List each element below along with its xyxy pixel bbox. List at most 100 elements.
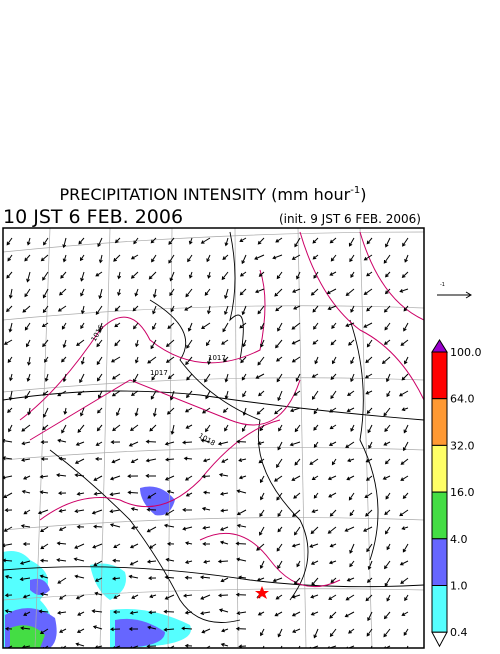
wind-arrow: [345, 322, 355, 328]
wind-arrow: [329, 424, 337, 430]
wind-arrow: [23, 611, 31, 616]
wind-arrow: [346, 475, 355, 481]
wind-arrow: [40, 526, 49, 533]
wind-arrow: [185, 356, 193, 366]
wind-arrow: [259, 424, 265, 432]
wind-arrow: [366, 305, 373, 312]
wind-arrow: [58, 508, 67, 513]
wind-arrow: [347, 390, 355, 396]
wind-arrow: [327, 305, 337, 311]
wind-arrow: [130, 507, 139, 511]
wind-arrow: [402, 543, 409, 553]
graticule: [3, 228, 424, 648]
colorbar-label: 16.0: [450, 486, 475, 499]
wind-arrow: [311, 577, 319, 586]
wind-arrow: [96, 424, 103, 432]
wind-arrow: [186, 339, 193, 349]
wind-arrow: [344, 526, 355, 532]
wind-arrow: [385, 492, 391, 500]
wind-arrow: [384, 424, 391, 433]
wind-arrow: [61, 322, 67, 330]
wind-arrow: [4, 645, 13, 648]
wind-arrow: [257, 305, 265, 315]
wind-arrow: [400, 475, 409, 481]
wind-arrow: [166, 541, 175, 546]
wind-arrow: [236, 611, 247, 615]
wind-arrow: [75, 594, 85, 600]
wind-arrow: [78, 237, 85, 245]
wind-arrow: [163, 609, 175, 614]
wind-arrow: [117, 288, 121, 297]
wind-arrow: [184, 407, 193, 413]
wind-arrow: [185, 288, 193, 298]
wind-arrow: [8, 288, 13, 299]
wind-arrow: [145, 458, 157, 463]
wind-arrow: [291, 543, 301, 548]
wind-arrow: [329, 237, 337, 244]
wind-arrow: [385, 526, 391, 535]
wind-arrow: [330, 339, 337, 346]
wind-arrow: [133, 373, 139, 383]
wind-arrow: [8, 322, 13, 333]
wind-arrow: [348, 628, 355, 634]
wind-arrow: [345, 441, 355, 448]
wind-arrow: [145, 439, 157, 444]
isobar-label: 1017: [150, 369, 168, 377]
wind-arrow: [400, 458, 409, 465]
wind-arrow: [384, 560, 391, 570]
wind-arrow: [148, 610, 157, 615]
wind-arrow: [79, 254, 85, 262]
wind-arrow: [276, 492, 283, 501]
wind-arrow: [20, 626, 31, 631]
wind-arrow: [37, 509, 49, 515]
wind-arrow: [63, 407, 68, 415]
wind-arrow: [42, 305, 49, 314]
wind-arrow: [167, 322, 175, 329]
wind-arrow: [128, 441, 139, 447]
wind-arrow: [349, 254, 355, 263]
wind-arrow: [383, 611, 391, 620]
wind-arrow: [21, 489, 31, 494]
wind-arrow: [403, 322, 409, 332]
colorbar: 100.0 64.0 32.0 16.0 4.0 1.0 0.4: [431, 339, 482, 648]
wind-arrow: [42, 271, 49, 281]
wind-arrow: [59, 628, 67, 633]
wind-arrow: [57, 577, 67, 584]
wind-arrow: [220, 642, 229, 647]
wind-arrow: [95, 441, 103, 446]
wind-arrow: [131, 594, 139, 599]
wind-arrow: [400, 339, 409, 346]
map: 1016 1017 1017 1018: [3, 228, 424, 648]
wind-arrow: [254, 254, 265, 260]
wind-arrow: [200, 438, 211, 443]
wind-arrow: [365, 356, 373, 364]
wind-arrow: [182, 526, 193, 531]
wind-arrow: [151, 373, 157, 381]
wind-arrow: [42, 288, 49, 299]
wind-arrow: [205, 424, 211, 433]
wind-arrow: [187, 322, 193, 332]
wind-arrow: [242, 424, 247, 432]
wind-arrow: [129, 543, 139, 549]
wind-arrow: [152, 407, 157, 418]
wind-arrow: [145, 473, 157, 478]
wind-arrow: [310, 288, 319, 296]
valid-time: 10 JST 6 FEB. 2006: [3, 206, 183, 228]
wind-arrow: [26, 237, 31, 246]
wind-arrow: [260, 322, 265, 331]
wind-arrow: [98, 254, 103, 264]
wind-arrow: [312, 305, 319, 313]
wind-arrow: [330, 577, 337, 584]
wind-arrow: [62, 339, 67, 349]
wind-arrow: [3, 438, 13, 443]
colorbar-segment: [431, 444, 448, 493]
wind-arrow: [127, 490, 139, 495]
wind-arrow: [386, 390, 391, 398]
wind-arrow: [313, 322, 319, 330]
wind-arrow: [275, 339, 283, 349]
colorbar-bottom: [431, 631, 448, 648]
wind-arrow: [57, 390, 67, 397]
wind-arrow: [258, 390, 265, 397]
wind-arrow: [164, 509, 175, 516]
wind-arrow: [202, 458, 211, 463]
